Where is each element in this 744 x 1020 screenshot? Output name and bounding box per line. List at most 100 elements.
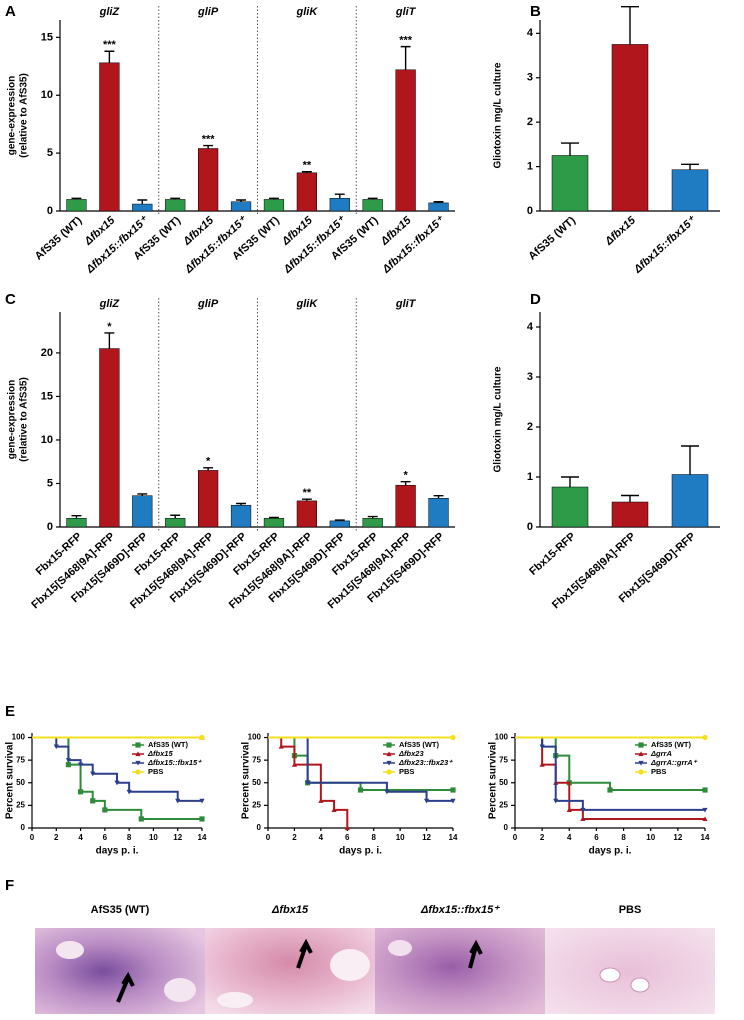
y-tick-label: 10 (41, 89, 53, 101)
bar (296, 172, 317, 212)
bar (99, 348, 120, 528)
arrow (468, 939, 483, 969)
y-tick-label: 15 (41, 31, 53, 43)
error-bar (71, 197, 82, 200)
y-tick-label: 0 (527, 521, 533, 533)
bar (198, 148, 219, 212)
bar (395, 69, 416, 212)
y-tick-label: 5 (47, 147, 53, 159)
error-bar (433, 494, 444, 499)
x-tick-label: 2 (540, 833, 545, 842)
y-tick-label: 100 (248, 733, 262, 742)
legend-marker (638, 760, 644, 766)
bar (395, 484, 416, 528)
group-label: gliP (197, 6, 219, 18)
panel-letter: A (5, 3, 16, 20)
legend-label: AfS35 (WT) (148, 740, 189, 749)
y-tick-label: 0 (527, 205, 533, 217)
y-tick-label: 3 (527, 371, 533, 383)
x-tick-label: 6 (594, 833, 599, 842)
x-tick-label: Fbx15-RFP (527, 530, 578, 577)
survival-marker (65, 762, 72, 768)
x-tick-label: 12 (173, 833, 182, 842)
x-axis-label: days p. i. (96, 846, 139, 857)
error-bar (71, 514, 82, 519)
significance-label: ** (303, 160, 312, 172)
survival-marker (566, 807, 572, 812)
significance-label: * (107, 321, 112, 333)
bar (230, 201, 252, 212)
survival-marker (77, 789, 84, 795)
group-label: gliK (295, 298, 318, 310)
survival-marker (539, 762, 545, 767)
bronchiole (630, 977, 650, 993)
y-axis-label: Percent survival (5, 742, 16, 819)
group-label: gliT (395, 298, 417, 310)
panel-letter: C (5, 291, 16, 308)
bar (198, 470, 219, 528)
x-tick-label: 0 (513, 833, 518, 842)
y-tick-label: 100 (495, 733, 509, 742)
survival-line (515, 736, 705, 820)
group-label: gliP (197, 298, 219, 310)
error-bar (170, 197, 181, 200)
y-tick-label: 3 (527, 72, 533, 84)
legend-label: ΔgrrA::grrA⁺ (650, 758, 698, 767)
error-bar (137, 493, 148, 496)
x-tick-label: Δfbx15::fbx15⁺ (631, 214, 699, 277)
x-tick-label: 8 (621, 833, 626, 842)
y-tick-label: 1 (527, 160, 533, 172)
y-tick-label: 2 (527, 421, 533, 433)
y-tick-label: 50 (499, 778, 508, 787)
survival-marker (53, 744, 59, 750)
survival-marker (344, 825, 350, 831)
survival-marker (384, 789, 390, 795)
x-tick-label: 10 (396, 833, 405, 842)
survival-line (268, 736, 349, 828)
survival-marker (114, 780, 120, 786)
y-axis-label: Percent survival (488, 742, 499, 819)
error-bar (104, 332, 115, 349)
x-tick-label: 2 (54, 833, 59, 842)
error-bar (301, 170, 312, 173)
x-tick-label: AfS35 (WT) (33, 214, 85, 262)
y-tick-label: 75 (252, 755, 261, 764)
error-bar (301, 498, 312, 501)
error-bar (137, 199, 148, 205)
error-bar (433, 201, 444, 203)
y-axis-label: Percent survival (241, 742, 252, 819)
x-tick-label: 4 (567, 833, 572, 842)
x-tick-label: 14 (449, 833, 458, 842)
group-label: gliZ (99, 298, 121, 310)
bar (551, 155, 589, 212)
y-tick-label: 75 (16, 755, 25, 764)
x-tick-label: 14 (701, 833, 710, 842)
y-tick-label: 0 (21, 823, 26, 832)
x-tick-label: 8 (127, 833, 132, 842)
bar (165, 518, 186, 528)
survival-marker (291, 762, 298, 767)
panel-letter: F (5, 877, 14, 894)
legend-label: Δfbx23::fbx23⁺ (398, 758, 453, 767)
legend-marker (638, 751, 644, 757)
significance-label: *** (103, 39, 117, 51)
y-tick-label: 25 (16, 800, 25, 809)
error-bar (681, 163, 699, 170)
y-tick-label: 50 (16, 778, 25, 787)
x-tick-label: 2 (292, 833, 297, 842)
bar (671, 169, 709, 212)
x-tick-label: 10 (149, 833, 158, 842)
survival-marker (126, 789, 132, 795)
legend-marker (386, 769, 392, 775)
histology-image (545, 928, 715, 1014)
error-bar (561, 142, 579, 156)
significance-label: *** (399, 35, 413, 47)
legend-marker (386, 760, 392, 766)
bar (428, 498, 449, 528)
survival-marker (539, 744, 545, 750)
x-tick-label: 12 (673, 833, 682, 842)
legend-label: PBS (651, 767, 666, 776)
y-tick-label: 50 (252, 778, 261, 787)
image-title: PBS (619, 904, 642, 916)
